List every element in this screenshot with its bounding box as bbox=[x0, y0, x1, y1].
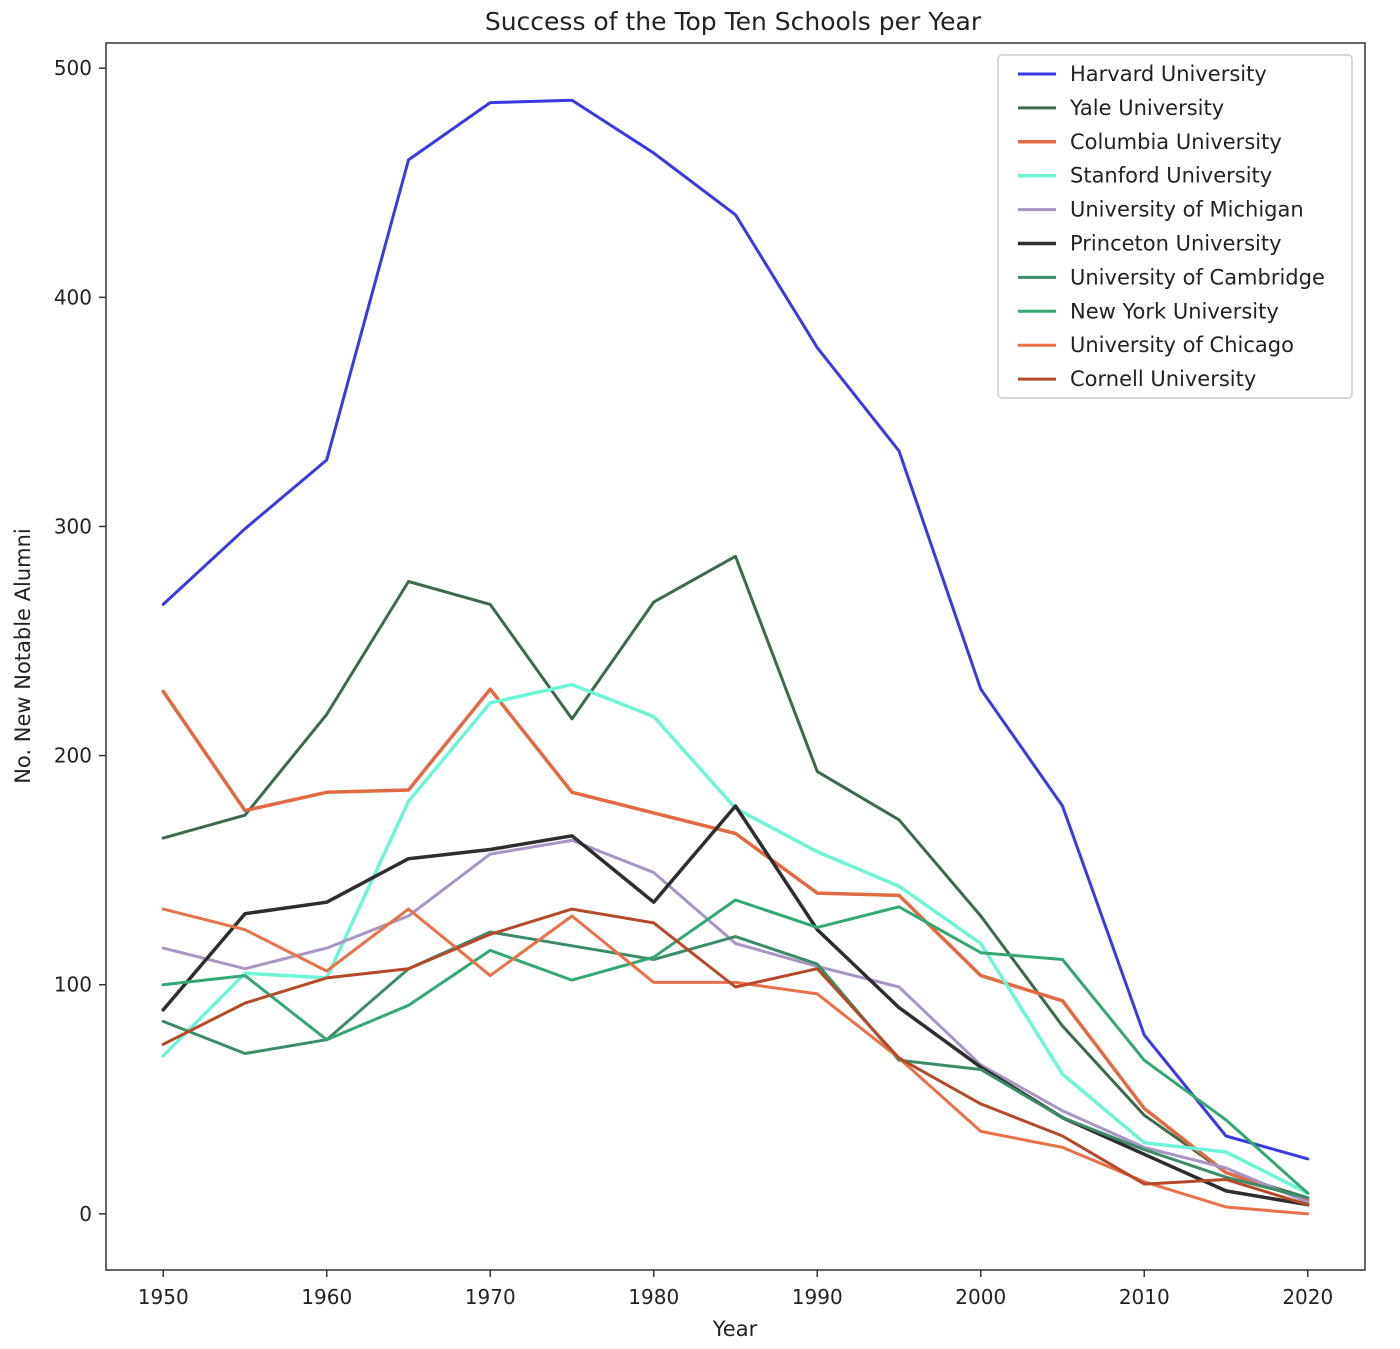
legend-label: New York University bbox=[1070, 299, 1279, 323]
series-line-1 bbox=[161, 554, 1310, 1200]
x-tick-label: 1970 bbox=[465, 1285, 516, 1309]
series-layer bbox=[161, 98, 1310, 1216]
legend-label: Yale University bbox=[1069, 96, 1224, 120]
legend-label: University of Chicago bbox=[1070, 333, 1294, 357]
x-tick-label: 2000 bbox=[955, 1285, 1006, 1309]
y-tick-label: 300 bbox=[54, 514, 92, 538]
series-line-3 bbox=[161, 682, 1310, 1195]
series-line-5 bbox=[161, 804, 1310, 1207]
series-line-9 bbox=[161, 907, 1310, 1207]
y-tick-label: 100 bbox=[54, 973, 92, 997]
legend-label: Columbia University bbox=[1070, 130, 1282, 154]
legend-label: University of Cambridge bbox=[1070, 265, 1325, 289]
legend: Harvard University Yale University Columbi… bbox=[997, 54, 1353, 399]
series-line-7 bbox=[161, 898, 1310, 1195]
x-tick-label: 2020 bbox=[1282, 1285, 1333, 1309]
series-line-6 bbox=[161, 930, 1310, 1200]
series-line-4 bbox=[161, 838, 1310, 1204]
y-tick-label: 0 bbox=[79, 1202, 92, 1226]
plot-frame bbox=[105, 42, 1366, 1271]
chart-title: Success of the Top Ten Schools per Year bbox=[485, 7, 982, 36]
legend-label: Princeton University bbox=[1070, 232, 1282, 256]
x-tick-label: 2010 bbox=[1119, 1285, 1170, 1309]
x-tick-label: 1990 bbox=[792, 1285, 843, 1309]
x-tick-label: 1960 bbox=[301, 1285, 352, 1309]
series-line-2 bbox=[161, 687, 1310, 1202]
x-axis: 1950 1960 1970 1980 1990 2000 2010 2020 bbox=[138, 1270, 1333, 1309]
legend-box bbox=[997, 54, 1353, 399]
series-line-0 bbox=[161, 98, 1310, 1161]
legend-label: Cornell University bbox=[1070, 367, 1256, 391]
legend-label: Harvard University bbox=[1070, 62, 1267, 86]
x-tick-label: 1950 bbox=[138, 1285, 189, 1309]
y-tick-label: 500 bbox=[54, 56, 92, 80]
y-tick-label: 200 bbox=[54, 744, 92, 768]
x-axis-label: Year bbox=[712, 1317, 758, 1341]
y-axis-label: No. New Notable Alumni bbox=[11, 528, 35, 784]
y-tick-label: 400 bbox=[54, 285, 92, 309]
y-axis: 0 100 200 300 400 500 bbox=[54, 56, 106, 1226]
legend-label: University of Michigan bbox=[1070, 198, 1304, 222]
series-line-8 bbox=[161, 907, 1310, 1216]
x-tick-label: 1980 bbox=[628, 1285, 679, 1309]
legend-label: Stanford University bbox=[1070, 164, 1272, 188]
